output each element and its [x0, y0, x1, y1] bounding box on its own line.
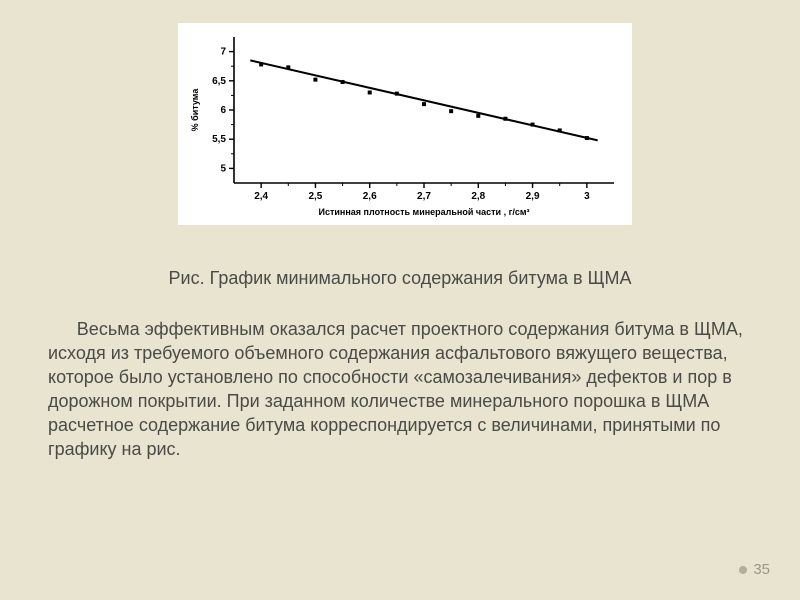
- page-number-display: 35: [739, 561, 770, 578]
- body-paragraph: Весьма эффективным оказался расчет проек…: [48, 318, 752, 462]
- svg-text:6,5: 6,5: [212, 76, 226, 87]
- svg-text:2,6: 2,6: [363, 191, 377, 202]
- svg-text:2,9: 2,9: [526, 191, 540, 202]
- svg-text:6: 6: [220, 105, 226, 116]
- body-text: Весьма эффективным оказался расчет проек…: [48, 318, 752, 462]
- svg-text:% битума: % битума: [190, 88, 200, 132]
- svg-text:7: 7: [220, 47, 226, 58]
- slide: 5 5,5 6 6,5 7 2,4 2,5 2,6 2,7 2,8 2,9 3 % битума Исти…: [0, 0, 800, 600]
- svg-text:2,4: 2,4: [254, 191, 268, 202]
- svg-text:Истинная плотность минеральной: Истинная плотность минеральной части , г…: [319, 207, 530, 217]
- svg-text:5: 5: [220, 163, 226, 174]
- chart-panel: 5 5,5 6 6,5 7 2,4 2,5 2,6 2,7 2,8 2,9 3 % битума Исти…: [178, 23, 632, 225]
- figure-caption: Рис. График минимального содержания биту…: [0, 268, 800, 289]
- svg-text:5,5: 5,5: [212, 134, 226, 145]
- svg-text:2,7: 2,7: [417, 191, 431, 202]
- svg-text:2,5: 2,5: [308, 191, 322, 202]
- page-number: 35: [753, 561, 770, 578]
- svg-text:2,8: 2,8: [471, 191, 485, 202]
- page-marker-icon: [739, 566, 747, 574]
- svg-text:3: 3: [584, 191, 590, 202]
